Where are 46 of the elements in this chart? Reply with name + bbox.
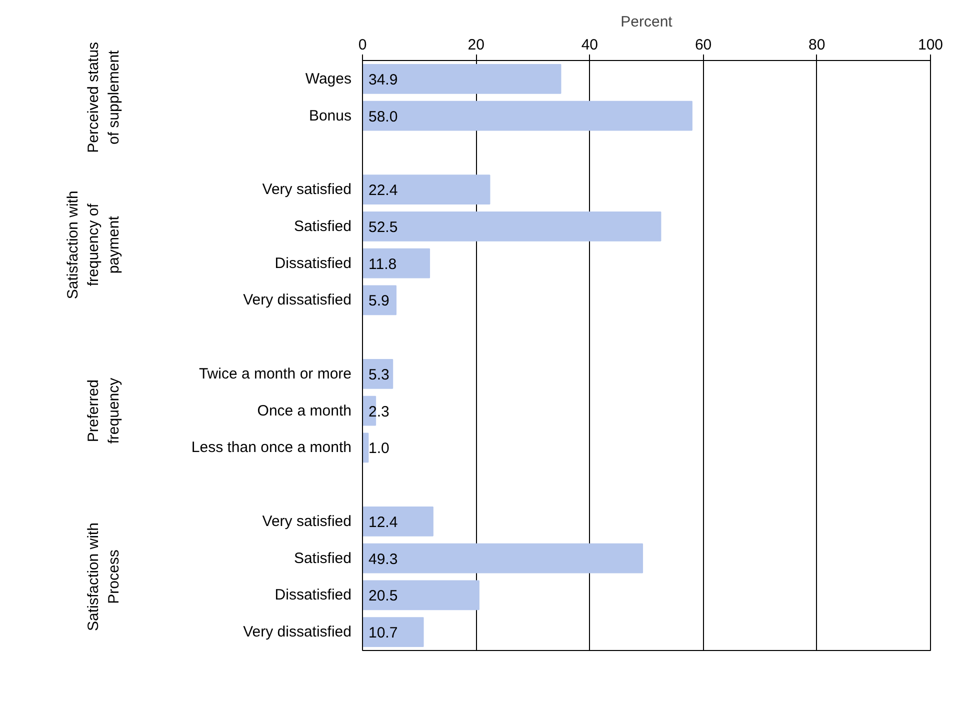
- text: Preferred frequency: [85, 377, 122, 444]
- text: Satisfaction with frequency of payment: [64, 190, 122, 300]
- data-label: 58.0: [368, 108, 398, 126]
- bar: [362, 248, 430, 278]
- y-tick-label: Very dissatisfied: [243, 292, 352, 309]
- text: Satisfaction with Process: [85, 522, 122, 631]
- y-tick-label: Wages: [305, 70, 352, 88]
- data-label: 20.5: [368, 588, 398, 605]
- bar: [362, 506, 434, 536]
- bar: [362, 212, 662, 242]
- data-label: 49.3: [368, 550, 398, 568]
- y-tick-label: Very dissatisfied: [243, 624, 352, 641]
- y-tick-label: Very satisfied: [262, 181, 352, 198]
- data-label: 34.9: [368, 71, 398, 88]
- y-tick-label: Satisfied: [294, 218, 352, 235]
- x-tick-label: 80: [808, 36, 826, 54]
- x-tick-label: 40: [581, 36, 598, 54]
- data-label: 11.8: [368, 256, 397, 273]
- data-label: 2.3: [368, 403, 390, 420]
- x-tick-label: 20: [468, 36, 484, 54]
- x-tick-label: 60: [694, 36, 712, 54]
- data-label: 10.7: [368, 624, 398, 642]
- bar: [362, 174, 490, 204]
- bar: [362, 100, 692, 131]
- y-tick-label: Dissatisfied: [274, 586, 352, 604]
- x-tick-label: 0: [358, 36, 367, 54]
- bar: [362, 617, 424, 647]
- bar: [362, 64, 562, 94]
- text: Perceived status of supplement: [85, 42, 122, 153]
- x-tick-label: 100: [918, 36, 944, 54]
- data-label: 52.5: [368, 218, 398, 236]
- data-label: 22.4: [368, 182, 398, 200]
- data-label: 1.0: [368, 440, 390, 458]
- y-tick-label: Less than once a month: [191, 439, 352, 456]
- bar: [362, 580, 480, 610]
- data-label: 12.4: [368, 514, 398, 531]
- y-tick-label: Satisfied: [294, 550, 352, 567]
- data-label: 5.3: [368, 366, 390, 384]
- y-tick-label: Bonus: [308, 107, 352, 124]
- data-label: 5.9: [368, 292, 390, 310]
- x-axis-title: Percent: [620, 14, 674, 30]
- y-tick-label: Twice a month or more: [198, 365, 352, 382]
- y-tick-label: Very satisfied: [262, 512, 352, 530]
- y-tick-label: Dissatisfied: [274, 254, 352, 272]
- y-tick-label: Once a month: [257, 402, 352, 420]
- bar: [362, 543, 644, 574]
